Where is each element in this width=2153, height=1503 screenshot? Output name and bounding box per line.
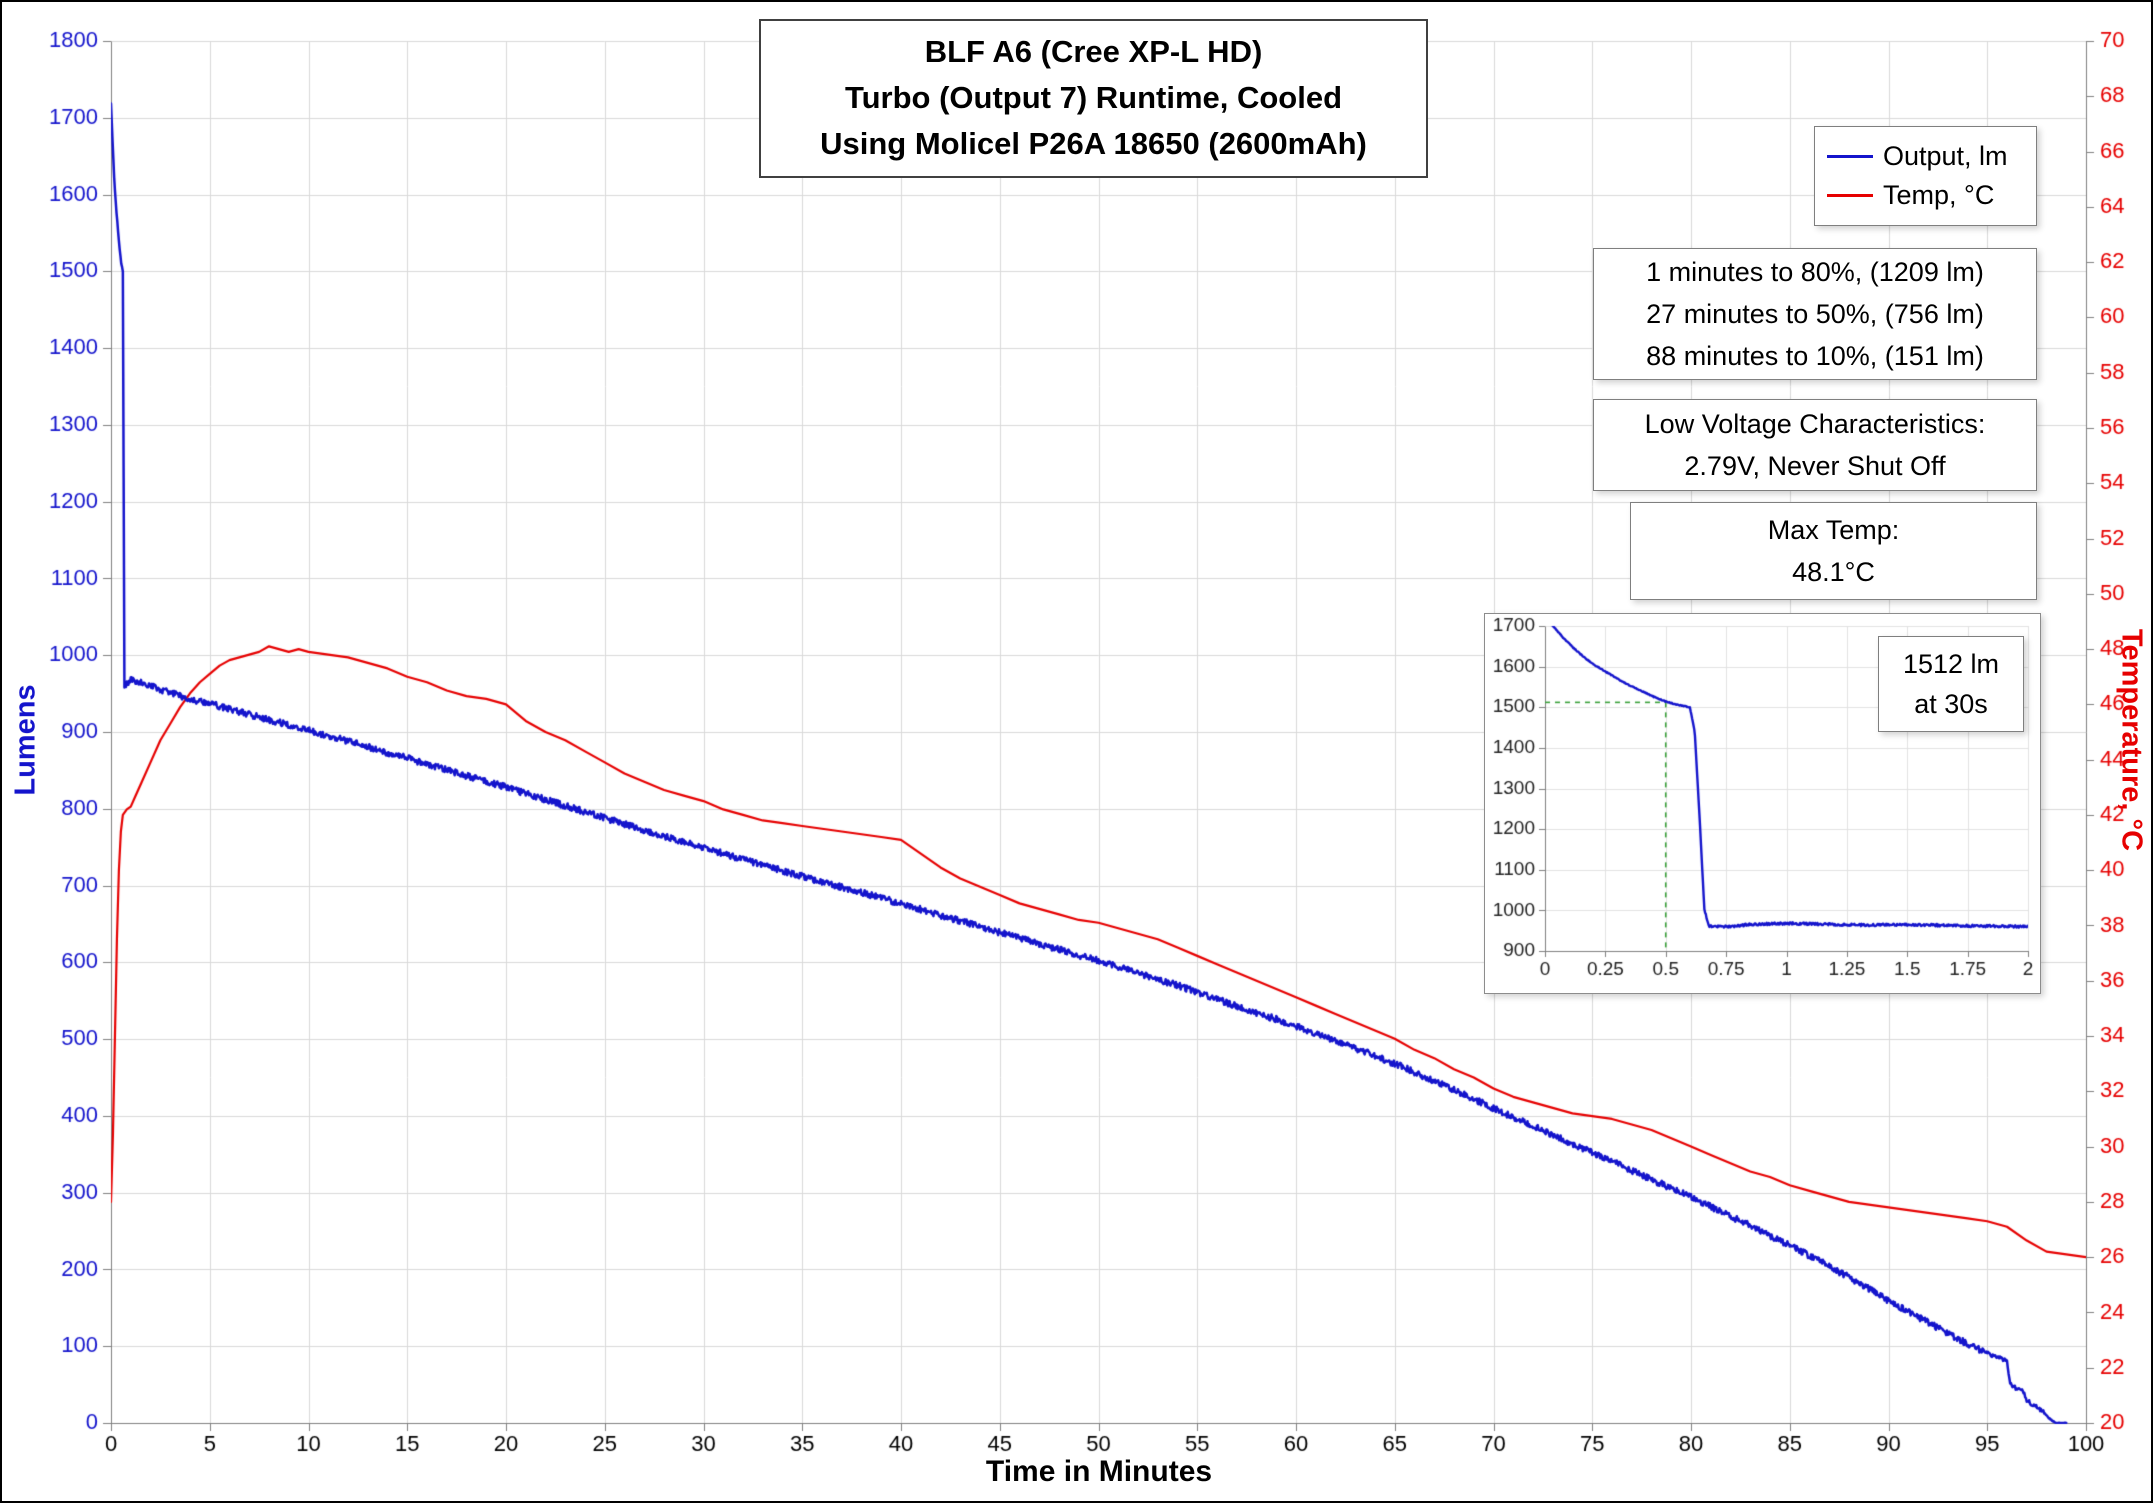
low-voltage-box: Low Voltage Characteristics: 2.79V, Neve… bbox=[1593, 399, 2037, 491]
output-line-swatch-icon bbox=[1827, 155, 1873, 158]
legend-item-temp: Temp, °C bbox=[1815, 180, 2036, 211]
chart-title-line-3: Using Molicel P26A 18650 (2600mAh) bbox=[820, 126, 1367, 161]
runtime-80-line: 1 minutes to 80%, (1209 lm) bbox=[1646, 257, 1984, 287]
runtime-50-line: 27 minutes to 50%, (756 lm) bbox=[1646, 299, 1984, 329]
left-axis-title: Lumens bbox=[9, 684, 42, 796]
x-axis-title: Time in Minutes bbox=[985, 1455, 1213, 1488]
inset-chart-box: 1512 lm at 30s bbox=[1484, 613, 2041, 994]
chart-title-box: BLF A6 (Cree XP-L HD) Turbo (Output 7) R… bbox=[759, 19, 1428, 178]
runtime-summary-box: 1 minutes to 80%, (1209 lm) 27 minutes t… bbox=[1593, 248, 2037, 380]
inset-callout-lumens: 1512 lm bbox=[1902, 649, 2000, 679]
legend: Output, lm Temp, °C bbox=[1814, 126, 2037, 226]
chart-title-line-1: BLF A6 (Cree XP-L HD) bbox=[924, 34, 1263, 69]
inset-callout-box: 1512 lm at 30s bbox=[1878, 636, 2024, 732]
max-temp-box: Max Temp: 48.1°C bbox=[1630, 502, 2037, 600]
legend-label-output: Output, lm bbox=[1883, 141, 2008, 171]
legend-label-temp: Temp, °C bbox=[1883, 180, 1995, 210]
low-voltage-value: 2.79V, Never Shut Off bbox=[1684, 451, 1946, 481]
chart-title-line-2: Turbo (Output 7) Runtime, Cooled bbox=[844, 80, 1343, 115]
runtime-10-line: 88 minutes to 10%, (151 lm) bbox=[1646, 341, 1984, 371]
max-temp-title: Max Temp: bbox=[1767, 515, 1900, 545]
low-voltage-title: Low Voltage Characteristics: bbox=[1644, 409, 1986, 439]
inset-callout-time: at 30s bbox=[1914, 689, 1988, 719]
temp-line-swatch-icon bbox=[1827, 194, 1873, 197]
legend-item-output: Output, lm bbox=[1815, 141, 2036, 172]
max-temp-value: 48.1°C bbox=[1792, 557, 1875, 587]
right-axis-title: Temperature, °C bbox=[2115, 628, 2148, 852]
